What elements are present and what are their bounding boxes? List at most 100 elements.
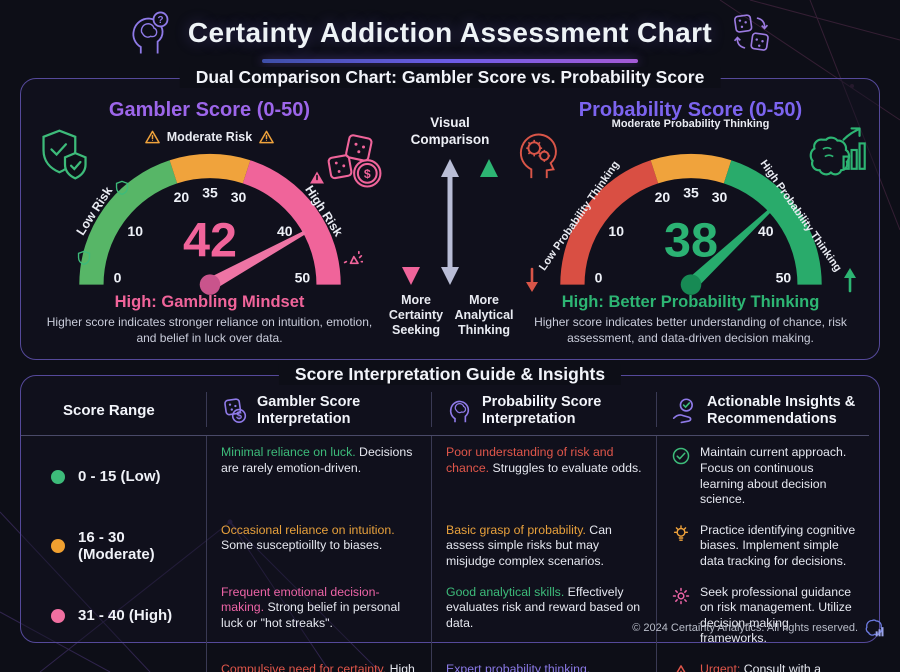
probability-gauge-dial: 0 10 20 35 30 40 50 38 xyxy=(559,153,822,295)
svg-text:$: $ xyxy=(363,167,370,181)
lightbulb-icon xyxy=(671,524,691,544)
svg-text:50: 50 xyxy=(775,270,791,286)
analytical-up-arrow-icon xyxy=(480,158,498,285)
probability-gauge-title: Probability Score (0-50) xyxy=(578,99,803,121)
gambler-description: Higher score indicates stronger reliance… xyxy=(46,315,373,345)
visual-comparison-section: Visual Comparison xyxy=(384,99,516,346)
head-gears-icon xyxy=(519,133,557,179)
hand-check-icon xyxy=(672,398,693,424)
guide-row: 31 - 40 (High) Frequent emotional decisio… xyxy=(21,575,869,654)
guide-row: 16 - 30 (Moderate) Occasional reliance on… xyxy=(21,513,869,576)
dice-cycle-icon xyxy=(734,14,769,51)
svg-text:35: 35 xyxy=(683,185,699,201)
svg-text:30: 30 xyxy=(711,189,727,205)
range-label: 0 - 15 (Low) xyxy=(78,468,161,486)
interpretation-guide-panel: Score Interpretation Guide & Insights Sc… xyxy=(20,364,880,672)
head-brain-question-icon: ? xyxy=(132,11,169,54)
guide-row: 0 - 15 (Low) Minimal reliance on luck. De… xyxy=(21,436,869,514)
range-dot-icon xyxy=(51,608,65,623)
probability-interpretation-cell: Poor understanding of risk and chance. S… xyxy=(431,436,656,514)
moderate-probability-label: Moderate Probability Thinking xyxy=(611,118,770,130)
mini-shield-icon xyxy=(115,180,128,195)
guide-panel-title: Score Interpretation Guide & Insights xyxy=(278,364,622,385)
insight-cell: Practice identifying cognitive biases. I… xyxy=(656,513,869,576)
warning-icon xyxy=(671,663,691,672)
range-label: 16 - 30 (Moderate) xyxy=(78,529,155,564)
svg-text:38: 38 xyxy=(664,214,718,268)
gambler-gauge-title: Gambler Score (0-50) xyxy=(108,99,311,121)
gambler-interpretation-cell: Minimal reliance on luck. Decisions are … xyxy=(206,436,431,514)
visual-comparison-heading: Visual Comparison xyxy=(410,115,490,147)
warning-triangle-icon xyxy=(144,130,160,144)
probability-gauge: 0 10 20 35 30 40 50 38 Low Probability Thinking… xyxy=(519,118,866,307)
page-footer: © 2024 Certainty Analytics. All rights r… xyxy=(632,618,884,638)
mini-shield-icon xyxy=(77,250,90,265)
check-circle-icon xyxy=(671,446,691,466)
score-range-cell: 31 - 40 (High) xyxy=(21,576,206,653)
gambler-gauge: 0 10 20 35 30 40 50 42 Low Risk High Risk Moder… xyxy=(41,124,381,307)
insight-cell: Seek professional guidance on risk manag… xyxy=(656,575,869,654)
range-dot-icon xyxy=(51,469,65,484)
up-arrow-icon xyxy=(843,268,856,293)
score-range-cell: 41 - 50 (Critical) xyxy=(21,653,206,672)
svg-text:35: 35 xyxy=(202,185,218,201)
column-header-insights: Actionable Insights & Recommendations xyxy=(656,392,869,428)
neutral-double-arrow-icon xyxy=(441,158,459,285)
dice-money-icon: $ xyxy=(327,134,381,188)
page-header: ? Certainty Addiction Assessment Chart xyxy=(0,0,900,56)
shield-check-icon xyxy=(41,129,87,180)
svg-text:?: ? xyxy=(157,15,163,26)
down-arrow-icon xyxy=(525,267,538,292)
moderate-risk-label: Moderate Risk xyxy=(49,130,371,144)
insight-cell: Maintain current approach. Focus on cont… xyxy=(656,436,869,514)
certainty-down-arrow-icon xyxy=(402,158,420,285)
svg-text:10: 10 xyxy=(127,223,143,239)
probability-interpretation-cell: Good analytical skills. Effectively eval… xyxy=(431,575,656,654)
gambler-interpretation-cell: Occasional reliance on intuition. Some s… xyxy=(206,513,431,576)
svg-text:50: 50 xyxy=(294,270,310,286)
gambler-interpretation-cell: Compulsive need for certainty. High risk… xyxy=(206,653,431,672)
svg-text:$: $ xyxy=(236,410,242,422)
brand-logo-icon xyxy=(865,619,884,637)
title-underline xyxy=(262,59,638,63)
probability-interpretation-cell: Expert probability thinking. Consistentl… xyxy=(431,653,656,672)
column-header-score-range: Score Range xyxy=(63,402,155,420)
column-header-gambler: $ Gambler Score Interpretation xyxy=(206,392,431,428)
insight-cell: Urgent: Consult with a specialist in beh… xyxy=(656,653,869,672)
svg-text:30: 30 xyxy=(230,189,246,205)
warning-triangle-icon xyxy=(259,130,275,144)
guide-header-row: Score Range $ Gambler Score Interpretati… xyxy=(21,392,869,437)
svg-text:0: 0 xyxy=(594,270,602,286)
svg-text:20: 20 xyxy=(173,189,189,205)
dice-icon: $ xyxy=(224,398,247,424)
probability-gauge-section: Probability Score (0-50) 0 10 20 35 30 40 50 38… xyxy=(516,99,866,346)
gear-icon xyxy=(671,586,691,606)
head-brain-icon xyxy=(449,400,470,423)
guide-rows: 0 - 15 (Low) Minimal reliance on luck. De… xyxy=(21,436,869,672)
comparison-arrows xyxy=(402,158,498,285)
brain-growth-icon xyxy=(809,127,866,176)
gambler-gauge-section: Gambler Score (0-50) 0 10 20 35 30 40 50 42 Low… xyxy=(35,99,384,346)
svg-text:40: 40 xyxy=(276,223,292,239)
analytical-arrow-label: More Analytical Thinking xyxy=(454,292,514,338)
sparkle-icon xyxy=(343,250,363,265)
gambler-gauge-dial: 0 10 20 35 30 40 50 42 xyxy=(78,153,341,295)
dual-comparison-panel: Dual Comparison Chart: Gambler Score vs.… xyxy=(20,67,880,360)
guide-table: Score Range $ Gambler Score Interpretati… xyxy=(21,376,879,672)
probability-interpretation-cell: Basic grasp of probability. Can assess s… xyxy=(431,513,656,576)
gambler-status: High: Gambling Mindset xyxy=(114,293,305,311)
column-header-probability: Probability Score Interpretation xyxy=(431,392,656,428)
svg-text:42: 42 xyxy=(182,214,236,268)
certainty-arrow-label: More Certainty Seeking xyxy=(388,292,444,338)
range-label: 31 - 40 (High) xyxy=(78,607,173,625)
probability-description: Higher score indicates better understand… xyxy=(534,315,847,345)
score-range-cell: 0 - 15 (Low) xyxy=(21,436,206,513)
svg-text:40: 40 xyxy=(757,223,773,239)
alert-triangle-icon xyxy=(309,171,324,184)
guide-row: 41 - 50 (Critical)Compulsive need for ce… xyxy=(21,653,869,672)
svg-text:20: 20 xyxy=(654,189,670,205)
copyright-text: © 2024 Certainty Analytics. All rights r… xyxy=(632,622,858,634)
page-title: Certainty Addiction Assessment Chart xyxy=(187,17,713,48)
range-dot-icon xyxy=(51,539,65,554)
